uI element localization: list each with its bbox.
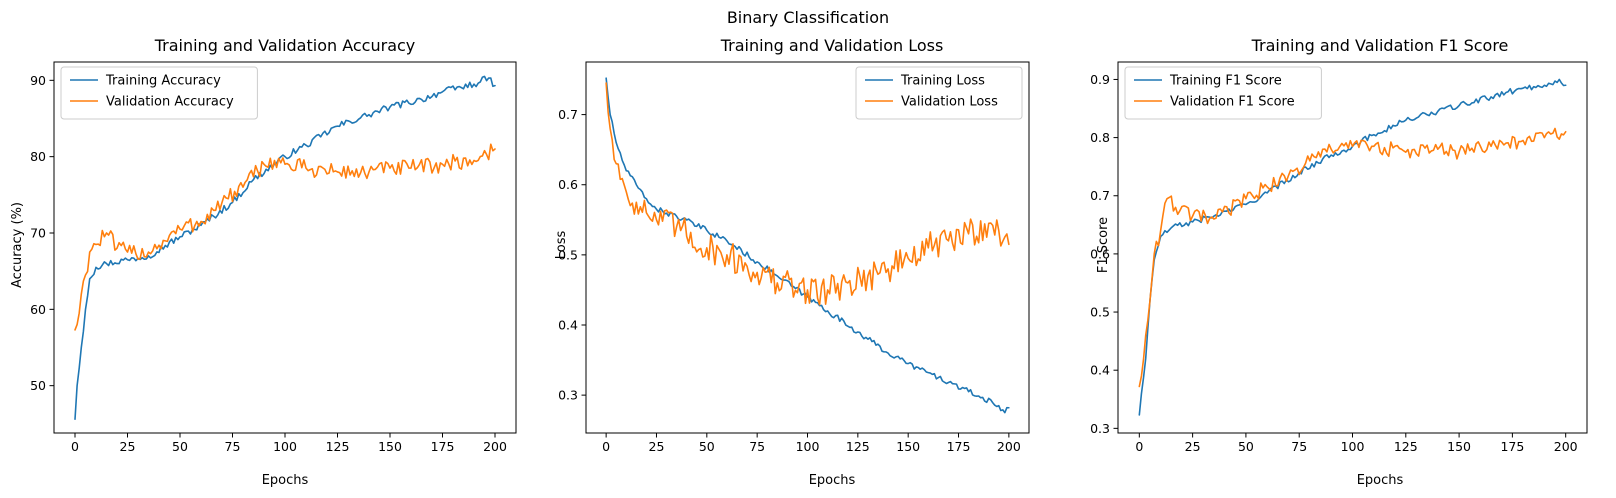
x-tick-label: 100 — [1341, 439, 1365, 454]
y-axis-label: Loss — [554, 231, 569, 260]
x-tick-label: 175 — [431, 439, 455, 454]
y-tick-label: 0.6 — [1090, 246, 1110, 261]
legend-label: Training Loss — [900, 74, 985, 89]
y-tick-label: 60 — [30, 302, 46, 317]
x-tick-label: 75 — [1291, 439, 1307, 454]
series-line-training — [605, 77, 1010, 414]
x-tick-label: 25 — [649, 439, 665, 454]
x-tick-label: 0 — [1135, 439, 1143, 454]
legend: Training Accuracy Validation Accuracy — [60, 66, 258, 120]
chart-f1: Training and Validation F1 Score Epochs … — [1090, 36, 1588, 488]
legend-label: Validation Loss — [901, 95, 998, 110]
x-axis-label: Epochs — [809, 473, 856, 488]
x-tick-label: 50 — [699, 439, 715, 454]
chart-accuracy: Training and Validation Accuracy Epochs … — [10, 36, 517, 488]
y-tick-label: 0.4 — [558, 317, 578, 332]
x-tick-label: 25 — [1185, 439, 1201, 454]
x-tick-label: 200 — [997, 439, 1021, 454]
x-axis-label: Epochs — [262, 473, 309, 488]
legend-frame — [855, 66, 1023, 120]
legend-label: Training F1 Score — [1169, 74, 1282, 89]
legend-frame — [1124, 66, 1322, 120]
x-tick-label: 125 — [326, 439, 350, 454]
x-tick-label: 75 — [749, 439, 765, 454]
series-line-validation — [1138, 127, 1567, 388]
x-tick-label: 175 — [947, 439, 971, 454]
x-tick-label: 200 — [1554, 439, 1578, 454]
chart-title: Training and Validation Accuracy — [154, 36, 416, 55]
y-tick-label: 0.7 — [558, 107, 578, 122]
y-tick-label: 80 — [30, 149, 46, 164]
y-tick-label: 70 — [30, 225, 46, 240]
x-tick-label: 0 — [602, 439, 610, 454]
x-tick-label: 125 — [846, 439, 870, 454]
y-tick-label: 0.8 — [1090, 130, 1110, 145]
x-tick-label: 150 — [896, 439, 920, 454]
y-tick-label: 90 — [30, 73, 46, 88]
legend: Training Loss Validation Loss — [855, 66, 1023, 120]
y-axis-label: F1 Score — [1096, 217, 1111, 273]
legend-label: Training Accuracy — [105, 74, 221, 89]
series-line-validation — [605, 82, 1010, 306]
figure-title: Binary Classification — [727, 8, 889, 27]
x-tick-label: 150 — [1447, 439, 1471, 454]
x-tick-label: 100 — [796, 439, 820, 454]
series-line-training — [1138, 78, 1567, 416]
chart-title: Training and Validation Loss — [720, 36, 944, 55]
legend-label: Validation Accuracy — [106, 95, 234, 110]
y-tick-label: 0.7 — [1090, 188, 1110, 203]
x-tick-label: 75 — [225, 439, 241, 454]
y-tick-label: 0.4 — [1090, 363, 1110, 378]
series-line-validation — [74, 143, 496, 331]
y-tick-label: 50 — [30, 378, 46, 393]
x-tick-label: 0 — [71, 439, 79, 454]
x-tick-label: 50 — [1238, 439, 1254, 454]
chart-title: Training and Validation F1 Score — [1251, 36, 1509, 55]
y-tick-label: 0.5 — [558, 247, 578, 262]
x-tick-label: 200 — [483, 439, 507, 454]
chart-loss: Training and Validation Loss Epochs Loss… — [554, 36, 1030, 488]
x-tick-label: 125 — [1394, 439, 1418, 454]
y-tick-label: 0.9 — [1090, 72, 1110, 87]
x-tick-label: 175 — [1500, 439, 1524, 454]
legend-frame — [60, 66, 258, 120]
y-tick-label: 0.6 — [558, 177, 578, 192]
x-tick-label: 100 — [273, 439, 297, 454]
legend-label: Validation F1 Score — [1170, 95, 1295, 110]
y-tick-label: 0.3 — [558, 388, 578, 403]
y-axis-label: Accuracy (%) — [10, 202, 25, 288]
x-tick-label: 50 — [172, 439, 188, 454]
y-tick-label: 0.5 — [1090, 305, 1110, 320]
x-tick-label: 150 — [378, 439, 402, 454]
series-line-training — [74, 75, 496, 421]
legend: Training F1 Score Validation F1 Score — [1124, 66, 1322, 120]
x-tick-label: 25 — [120, 439, 136, 454]
y-tick-label: 0.3 — [1090, 421, 1110, 436]
x-axis-label: Epochs — [1357, 473, 1404, 488]
